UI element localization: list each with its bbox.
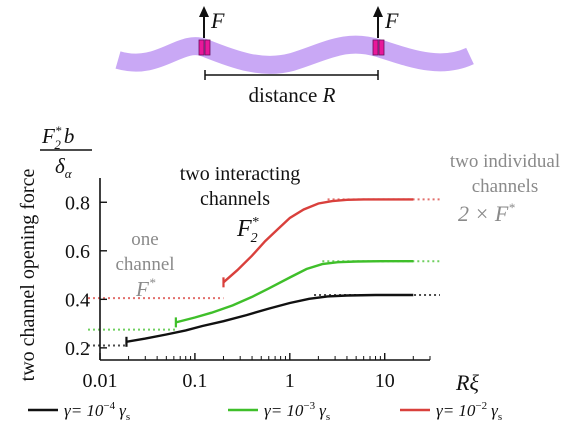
force-label-left: F [210, 8, 225, 33]
annotation-one-channel-line2: channel [115, 254, 174, 275]
x-axis-label: Rξ [455, 370, 479, 395]
channel-left-half-b [204, 39, 211, 56]
series-line-2 [222, 198, 414, 284]
membrane-schematic: F F distance R [115, 6, 474, 107]
x-tick-label-0: 0.01 [83, 370, 118, 392]
annotation-individual-line2: channels [472, 176, 538, 197]
svg-text:F*2b: F* 2 b [41, 123, 74, 152]
annotation-one-channel-symbol: F* [135, 275, 156, 301]
channel-left-half-a [198, 39, 205, 56]
distance-label: distance R [249, 83, 336, 107]
x-tick-label-3: 10 [375, 370, 395, 392]
y-tick-label-2: 0.6 [65, 241, 90, 263]
x-tick-label-1: 0.1 [182, 370, 207, 392]
y-axis-fraction: F* 2 b δα [40, 123, 92, 181]
force-arrow-right: F [373, 6, 399, 38]
series-line-0 [126, 293, 414, 343]
channel-left [198, 39, 211, 56]
annotation-individual-symbol: 2 × F* [458, 200, 515, 226]
distance-marker: distance R [204, 70, 379, 107]
x-ticks: 0.01 0.1 1 10 [83, 353, 431, 392]
y-tick-label-3: 0.8 [65, 192, 90, 214]
annotation-interacting-line1: two interacting [180, 163, 301, 185]
legend-label-1: γ= 10−3 γs [264, 400, 330, 423]
y-tick-label-1: 0.4 [65, 289, 90, 311]
annotation-interacting-symbol: F* 2 [236, 215, 259, 246]
svg-text:δα: δα [55, 154, 73, 181]
x-tick-label-2: 1 [285, 370, 295, 392]
legend: γ= 10−4 γs γ= 10−3 γs γ= 10−2 γs [28, 400, 502, 423]
annotation-interacting-line2: channels [200, 188, 270, 210]
channel-right-half-b [378, 39, 385, 56]
series-lines [125, 198, 414, 347]
legend-label-2: γ= 10−2 γs [436, 400, 502, 423]
annotation-one-channel-line1: one [131, 229, 158, 250]
legend-label-0: γ= 10−4 γs [64, 400, 130, 423]
force-label-right: F [384, 8, 399, 33]
y-ticks: 0.2 0.4 0.6 0.8 [65, 192, 107, 360]
y-tick-label-0: 0.2 [65, 338, 90, 360]
channel-right [372, 39, 385, 56]
force-arrow-left: F [199, 6, 225, 38]
axes [99, 178, 430, 361]
series-line-1 [175, 260, 414, 324]
channel-right-half-a [372, 39, 379, 56]
membrane-band [115, 35, 474, 74]
annotation-individual-line1: two individual [450, 151, 560, 172]
y-axis-label: two channel opening force [17, 169, 39, 382]
